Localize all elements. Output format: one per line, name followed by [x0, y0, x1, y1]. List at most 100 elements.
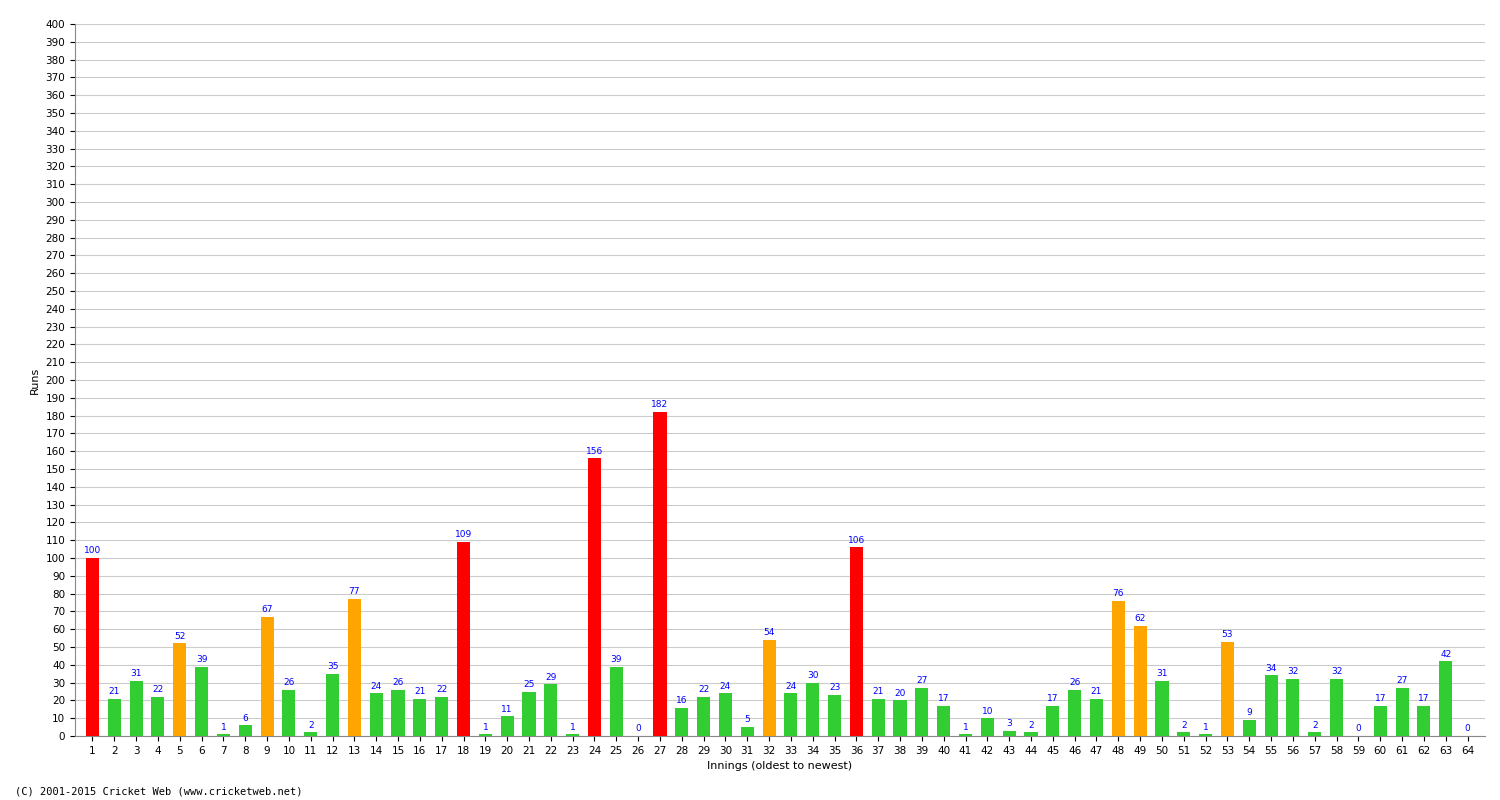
- Text: 1: 1: [570, 722, 576, 731]
- Text: 109: 109: [454, 530, 472, 539]
- Text: 17: 17: [938, 694, 950, 703]
- Bar: [1134, 626, 1146, 736]
- Text: 39: 39: [196, 655, 207, 664]
- Text: 67: 67: [261, 605, 273, 614]
- Bar: [1264, 675, 1278, 736]
- Text: 2: 2: [1180, 721, 1186, 730]
- Text: 1: 1: [1203, 722, 1209, 731]
- Text: 26: 26: [284, 678, 294, 687]
- Text: 0: 0: [636, 724, 640, 734]
- Bar: [718, 694, 732, 736]
- Text: 77: 77: [348, 587, 360, 596]
- Bar: [1178, 733, 1191, 736]
- Text: 17: 17: [1418, 694, 1430, 703]
- Bar: [1047, 706, 1059, 736]
- Text: 53: 53: [1221, 630, 1233, 639]
- Text: 21: 21: [108, 687, 120, 696]
- Text: 25: 25: [524, 680, 534, 689]
- Text: 21: 21: [873, 687, 883, 696]
- Bar: [698, 697, 709, 736]
- Bar: [435, 697, 448, 736]
- Text: 21: 21: [1090, 687, 1102, 696]
- Text: 106: 106: [847, 536, 865, 545]
- Text: 2: 2: [1312, 721, 1317, 730]
- Bar: [392, 690, 405, 736]
- Text: 21: 21: [414, 687, 426, 696]
- Text: 23: 23: [830, 683, 840, 692]
- Bar: [566, 734, 579, 736]
- Text: 26: 26: [393, 678, 404, 687]
- Bar: [195, 666, 208, 736]
- Bar: [544, 684, 558, 736]
- Bar: [894, 701, 906, 736]
- Text: 11: 11: [501, 705, 513, 714]
- Text: 16: 16: [676, 696, 687, 705]
- Text: 22: 22: [153, 685, 164, 694]
- Text: 2: 2: [1028, 721, 1033, 730]
- Bar: [1308, 733, 1322, 736]
- Text: 0: 0: [1356, 724, 1362, 734]
- Text: 42: 42: [1440, 650, 1452, 658]
- Text: 31: 31: [130, 669, 142, 678]
- Text: 20: 20: [894, 689, 906, 698]
- Bar: [1418, 706, 1431, 736]
- Bar: [326, 674, 339, 736]
- Text: 31: 31: [1156, 669, 1167, 678]
- Bar: [86, 558, 99, 736]
- Text: 24: 24: [720, 682, 730, 690]
- Bar: [129, 681, 142, 736]
- Bar: [1112, 601, 1125, 736]
- Bar: [1287, 679, 1299, 736]
- Text: 27: 27: [916, 676, 927, 686]
- Bar: [282, 690, 296, 736]
- Text: 27: 27: [1396, 676, 1407, 686]
- Text: 6: 6: [243, 714, 248, 722]
- Bar: [871, 698, 885, 736]
- Bar: [1068, 690, 1082, 736]
- Bar: [1330, 679, 1342, 736]
- Bar: [610, 666, 622, 736]
- Text: (C) 2001-2015 Cricket Web (www.cricketweb.net): (C) 2001-2015 Cricket Web (www.cricketwe…: [15, 786, 303, 796]
- Bar: [588, 458, 602, 736]
- Bar: [152, 697, 165, 736]
- Text: 9: 9: [1246, 708, 1252, 718]
- Bar: [304, 733, 318, 736]
- Text: 22: 22: [436, 685, 447, 694]
- Text: 52: 52: [174, 632, 186, 641]
- Text: 2: 2: [308, 721, 314, 730]
- Text: 156: 156: [586, 446, 603, 456]
- Bar: [369, 694, 382, 736]
- Bar: [1090, 698, 1102, 736]
- Bar: [172, 643, 186, 736]
- Bar: [261, 617, 273, 736]
- Bar: [522, 691, 536, 736]
- Bar: [915, 688, 928, 736]
- Text: 100: 100: [84, 546, 100, 555]
- Text: 10: 10: [981, 706, 993, 715]
- Bar: [501, 717, 513, 736]
- Text: 54: 54: [764, 628, 776, 638]
- Bar: [850, 547, 862, 736]
- Bar: [1395, 688, 1408, 736]
- Text: 22: 22: [698, 685, 709, 694]
- Bar: [478, 734, 492, 736]
- Text: 32: 32: [1330, 667, 1342, 676]
- Text: 0: 0: [1464, 724, 1470, 734]
- Text: 62: 62: [1134, 614, 1146, 623]
- Text: 35: 35: [327, 662, 339, 671]
- Bar: [762, 640, 776, 736]
- Bar: [675, 707, 688, 736]
- Bar: [1002, 730, 1016, 736]
- Text: 30: 30: [807, 671, 819, 680]
- Bar: [458, 542, 470, 736]
- Text: 39: 39: [610, 655, 622, 664]
- Bar: [1438, 662, 1452, 736]
- Text: 24: 24: [786, 682, 796, 690]
- Bar: [981, 718, 994, 736]
- Text: 1: 1: [483, 722, 488, 731]
- Text: 24: 24: [370, 682, 382, 690]
- Bar: [828, 695, 842, 736]
- Bar: [1198, 734, 1212, 736]
- Bar: [414, 698, 426, 736]
- Text: 5: 5: [744, 715, 750, 725]
